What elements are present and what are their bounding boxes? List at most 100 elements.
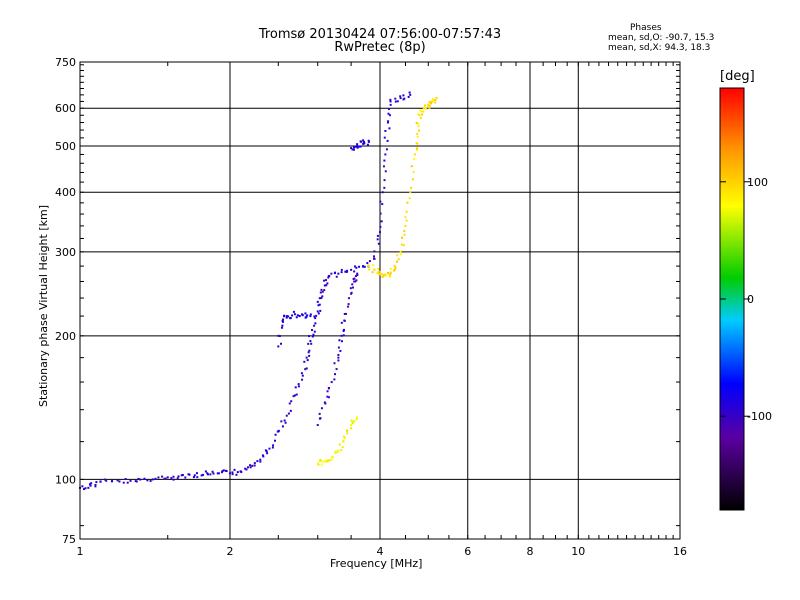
data-point bbox=[323, 401, 326, 404]
data-point bbox=[368, 260, 371, 263]
data-point bbox=[387, 120, 390, 123]
data-point bbox=[231, 473, 234, 476]
data-point bbox=[423, 104, 426, 107]
x-tick-label: 2 bbox=[227, 545, 234, 558]
data-point bbox=[326, 395, 329, 398]
data-point bbox=[157, 476, 160, 479]
stats-heading: Phases bbox=[630, 23, 662, 33]
grid-lines bbox=[80, 62, 680, 539]
data-point bbox=[300, 372, 303, 375]
data-point bbox=[417, 125, 420, 128]
data-point bbox=[200, 474, 203, 477]
data-point bbox=[379, 200, 382, 203]
data-point bbox=[294, 386, 297, 389]
data-point bbox=[343, 437, 346, 440]
data-point bbox=[337, 272, 340, 275]
data-point bbox=[319, 417, 322, 420]
data-point bbox=[202, 473, 205, 476]
data-point bbox=[319, 291, 322, 294]
data-point bbox=[304, 312, 307, 315]
data-point bbox=[317, 304, 320, 307]
data-point bbox=[280, 326, 283, 329]
data-point bbox=[320, 407, 323, 410]
data-point bbox=[279, 342, 282, 345]
data-point bbox=[399, 95, 402, 98]
data-point bbox=[356, 272, 359, 275]
data-point bbox=[354, 265, 357, 268]
data-point bbox=[386, 121, 389, 124]
data-point bbox=[337, 449, 340, 452]
data-point bbox=[274, 433, 277, 436]
data-point bbox=[163, 477, 166, 480]
data-point bbox=[353, 146, 356, 149]
data-point bbox=[247, 466, 250, 469]
data-point bbox=[249, 464, 252, 467]
data-point bbox=[256, 460, 259, 463]
data-point bbox=[396, 254, 399, 257]
data-point bbox=[336, 450, 339, 453]
x-tick-label: 16 bbox=[673, 545, 687, 558]
data-point bbox=[356, 143, 359, 146]
data-point bbox=[351, 283, 354, 286]
data-point bbox=[287, 315, 290, 318]
data-point bbox=[261, 454, 264, 457]
colorbar-tick-label: 0 bbox=[747, 293, 754, 306]
data-point bbox=[271, 446, 274, 449]
data-point bbox=[402, 94, 405, 97]
data-point bbox=[161, 475, 164, 478]
data-point bbox=[177, 475, 180, 478]
data-point bbox=[381, 203, 384, 206]
data-point bbox=[352, 286, 355, 289]
data-point bbox=[289, 409, 292, 412]
data-point bbox=[321, 460, 324, 463]
x-tick-label: 4 bbox=[377, 545, 384, 558]
data-point bbox=[272, 444, 275, 447]
data-point bbox=[389, 267, 392, 270]
data-point bbox=[333, 378, 336, 381]
data-point bbox=[413, 158, 416, 161]
data-point bbox=[381, 191, 384, 194]
data-point bbox=[432, 98, 435, 101]
data-point bbox=[118, 480, 121, 483]
data-point bbox=[264, 449, 267, 452]
data-point bbox=[389, 103, 392, 106]
data-point bbox=[389, 100, 392, 103]
data-point bbox=[381, 275, 384, 278]
data-point bbox=[290, 400, 293, 403]
data-point bbox=[289, 317, 292, 320]
data-point bbox=[402, 244, 405, 247]
data-point bbox=[323, 289, 326, 292]
data-point bbox=[363, 265, 366, 268]
data-point bbox=[207, 473, 210, 476]
data-point bbox=[355, 266, 358, 269]
data-point bbox=[229, 472, 231, 475]
data-point bbox=[281, 425, 284, 428]
data-point bbox=[297, 383, 300, 386]
data-point bbox=[225, 470, 228, 473]
data-point bbox=[356, 144, 359, 147]
data-point bbox=[312, 333, 315, 336]
data-point bbox=[367, 264, 370, 267]
data-point bbox=[393, 268, 396, 271]
data-point bbox=[94, 485, 97, 488]
data-point bbox=[394, 97, 397, 100]
data-point bbox=[424, 107, 427, 110]
data-point bbox=[268, 447, 271, 450]
data-point bbox=[284, 421, 287, 424]
data-point bbox=[417, 129, 420, 132]
data-point bbox=[281, 319, 284, 322]
data-point bbox=[379, 231, 381, 234]
data-point bbox=[314, 322, 317, 325]
data-point bbox=[382, 165, 385, 168]
data-point bbox=[376, 234, 379, 237]
data-point bbox=[367, 140, 370, 143]
data-point bbox=[430, 102, 433, 105]
stats-x-mode: mean, sd,X: 94.3, 18.3 bbox=[608, 43, 711, 53]
data-point bbox=[305, 367, 308, 370]
data-point bbox=[146, 479, 149, 482]
data-point bbox=[135, 480, 138, 483]
data-point bbox=[405, 219, 408, 222]
data-point bbox=[353, 420, 356, 423]
data-point bbox=[192, 476, 195, 479]
data-point bbox=[399, 250, 402, 253]
